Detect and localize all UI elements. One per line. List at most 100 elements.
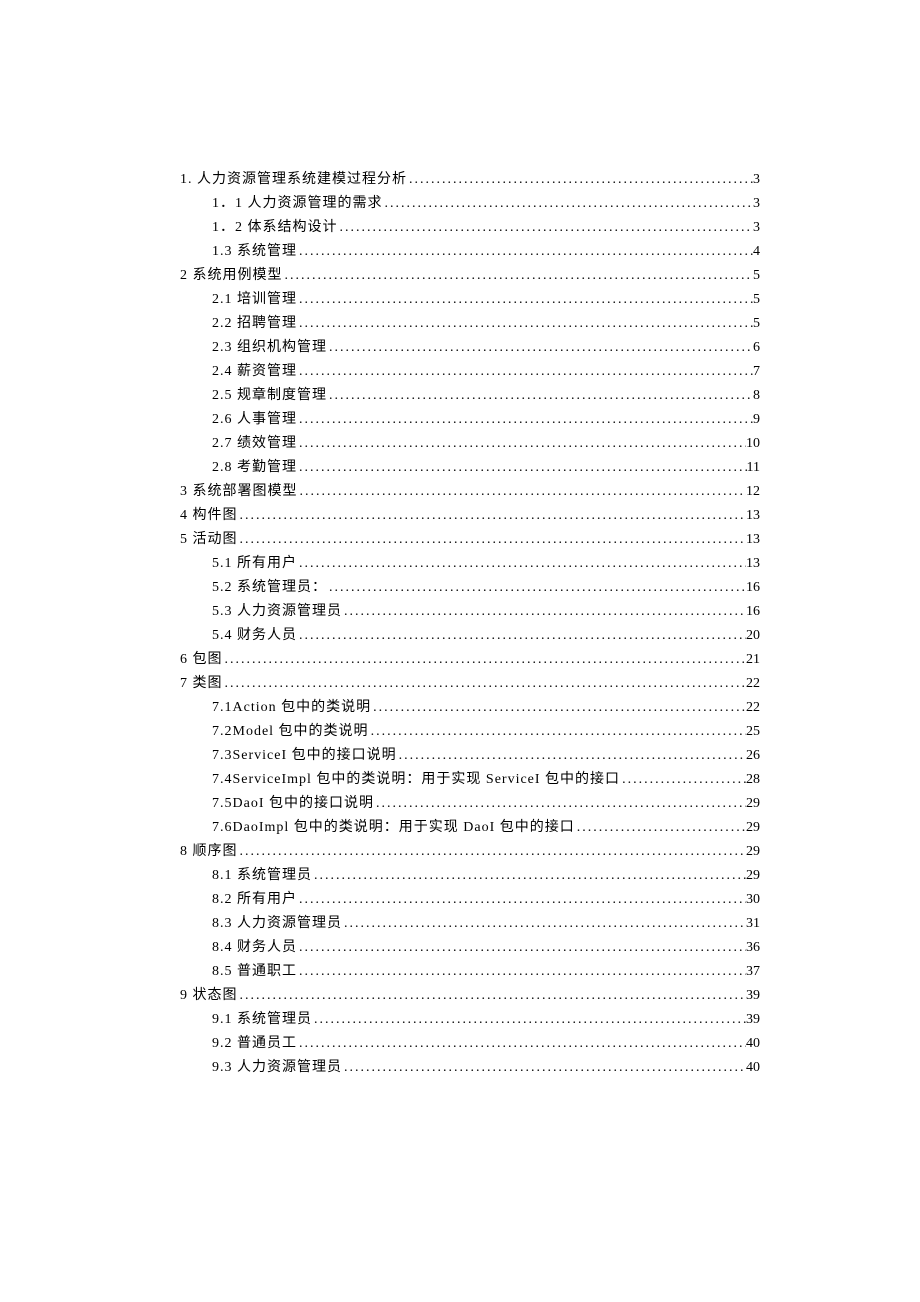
toc-entry-title: 8.1 系统管理员 [212,864,312,888]
toc-leader-dots [298,480,747,504]
toc-entry-title: 2.6 人事管理 [212,408,297,432]
toc-entry: 8.4 财务人员 36 [212,936,760,960]
toc-leader-dots [297,960,746,984]
toc-entry: 7.5DaoI 包中的接口说明 29 [212,792,760,816]
toc-entry-page: 39 [746,984,760,1008]
toc-entry-page: 4 [753,240,760,264]
toc-leader-dots [327,384,753,408]
toc-leader-dots [297,240,753,264]
toc-entry-title: 5.2 系统管理员： [212,576,327,600]
toc-leader-dots [297,936,746,960]
toc-entry-title: 7.4ServiceImpl 包中的类说明：用于实现 ServiceI 包中的接… [212,768,620,792]
toc-entry-page: 3 [753,216,760,240]
toc-entry: 7 类图22 [180,672,760,696]
toc-leader-dots [297,456,747,480]
toc-entry: 9.1 系统管理员39 [212,1008,760,1032]
toc-entry-page: 29 [746,840,760,864]
toc-entry-page: 16 [746,576,760,600]
toc-entry: 9 状态图39 [180,984,760,1008]
toc-leader-dots [342,600,746,624]
toc-entry: 3 系统部署图模型 12 [180,480,760,504]
toc-leader-dots [223,672,747,696]
toc-leader-dots [238,984,747,1008]
toc-entry: 2.2 招聘管理 5 [212,312,760,336]
toc-entry-page: 5 [753,288,760,312]
toc-entry: 1.3 系统管理 4 [212,240,760,264]
toc-entry: 7.6DaoImpl 包中的类说明：用于实现 DaoI 包中的接口 29 [212,816,760,840]
toc-entry: 9.3 人力资源管理员 40 [212,1056,760,1080]
toc-entry-page: 29 [746,792,760,816]
toc-entry-title: 9.2 普通员工 [212,1032,297,1056]
toc-entry-page: 25 [746,720,760,744]
toc-entry-title: 8.3 人力资源管理员 [212,912,342,936]
toc-entry-title: 7.2Model 包中的类说明 [212,720,369,744]
toc-leader-dots [238,840,747,864]
toc-entry-title: 3 系统部署图模型 [180,480,298,504]
toc-leader-dots [238,528,747,552]
toc-entry: 5.1 所有用户13 [212,552,760,576]
toc-entry-title: 5 活动图 [180,528,238,552]
toc-entry: 2.1 培训管理 5 [212,288,760,312]
toc-entry-title: 7.6DaoImpl 包中的类说明：用于实现 DaoI 包中的接口 [212,816,575,840]
toc-entry: 5.2 系统管理员： 16 [212,576,760,600]
toc-entry-title: 8.5 普通职工 [212,960,297,984]
toc-entry: 5.4 财务人员20 [212,624,760,648]
toc-entry-title: 7.1Action 包中的类说明 [212,696,371,720]
toc-leader-dots [397,744,746,768]
toc-entry-page: 22 [746,672,760,696]
toc-entry: 5.3 人力资源管理员 16 [212,600,760,624]
toc-entry-title: 7.5DaoI 包中的接口说明 [212,792,374,816]
toc-leader-dots [620,768,746,792]
toc-leader-dots [327,576,746,600]
toc-leader-dots [297,888,746,912]
toc-entry-page: 40 [746,1056,760,1080]
toc-entry: 1. 人力资源管理系统建模过程分析3 [180,168,760,192]
toc-entry-title: 2.3 组织机构管理 [212,336,327,360]
toc-entry: 8.2 所有用户30 [212,888,760,912]
toc-entry: 1．2 体系结构设计3 [212,216,760,240]
toc-entry-page: 5 [753,264,760,288]
toc-leader-dots [342,1056,746,1080]
toc-leader-dots [297,552,746,576]
toc-leader-dots [283,264,754,288]
toc-entry-page: 13 [746,504,760,528]
toc-entry: 7.2Model 包中的类说明 25 [212,720,760,744]
toc-leader-dots [297,432,746,456]
toc-leader-dots [342,912,746,936]
toc-entry-page: 11 [747,456,760,480]
toc-entry-title: 2.8 考勤管理 [212,456,297,480]
toc-leader-dots [327,336,753,360]
toc-entry-page: 6 [753,336,760,360]
toc-entry-title: 4 构件图 [180,504,238,528]
toc-entry-title: 9.3 人力资源管理员 [212,1056,342,1080]
toc-entry-page: 29 [746,816,760,840]
toc-entry-page: 16 [746,600,760,624]
toc-leader-dots [238,504,747,528]
toc-entry-title: 5.3 人力资源管理员 [212,600,342,624]
toc-entry-title: 1.3 系统管理 [212,240,297,264]
toc-leader-dots [338,216,754,240]
toc-leader-dots [297,408,753,432]
toc-entry-page: 37 [746,960,760,984]
toc-entry: 2 系统用例模型5 [180,264,760,288]
toc-entry-title: 8 顺序图 [180,840,238,864]
toc-leader-dots [312,864,746,888]
toc-entry-title: 1．1 人力资源管理的需求 [212,192,383,216]
toc-entry-page: 36 [746,936,760,960]
toc-leader-dots [297,1032,746,1056]
toc-leader-dots [383,192,754,216]
toc-entry-title: 8.4 财务人员 [212,936,297,960]
toc-entry: 4 构件图 13 [180,504,760,528]
toc-entry: 2.8 考勤管理 11 [212,456,760,480]
toc-entry: 1．1 人力资源管理的需求3 [212,192,760,216]
toc-leader-dots [297,288,753,312]
toc-entry-page: 5 [753,312,760,336]
toc-entry: 2.3 组织机构管理 6 [212,336,760,360]
toc-leader-dots [575,816,746,840]
toc-entry-page: 20 [746,624,760,648]
toc-entry-title: 2.2 招聘管理 [212,312,297,336]
toc-entry-title: 2.1 培训管理 [212,288,297,312]
toc-entry: 2.5 规章制度管理8 [212,384,760,408]
toc-entry: 8 顺序图 29 [180,840,760,864]
toc-entry-page: 12 [746,480,760,504]
